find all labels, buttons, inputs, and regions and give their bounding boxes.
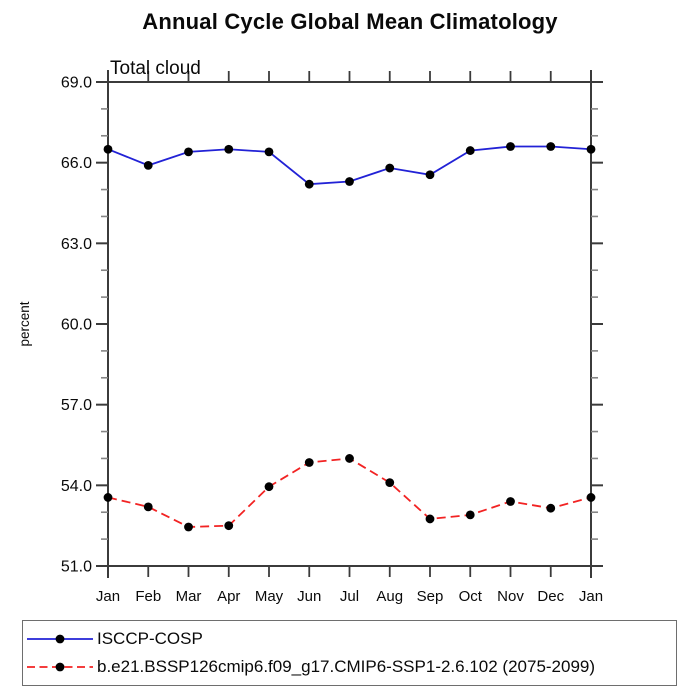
legend-entry-isccp-cosp: ISCCP-COSP — [23, 625, 676, 653]
data-point-marker — [143, 502, 153, 512]
x-axis-tick-label: Oct — [459, 588, 483, 605]
legend-label-observations: ISCCP-COSP — [97, 629, 203, 648]
x-axis-tick-label: Feb — [135, 588, 161, 605]
data-point-marker — [264, 147, 274, 157]
y-axis-tick-label: 63.0 — [61, 236, 92, 253]
data-point-marker — [103, 144, 113, 154]
y-axis-tick-label: 51.0 — [61, 559, 92, 576]
legend-box: ISCCP-COSP b.e21.BSSP126cmip6.f09_g17.CM… — [22, 620, 677, 686]
x-axis-tick-label: Mar — [176, 588, 202, 605]
y-axis-tick-label: 69.0 — [61, 75, 92, 92]
data-point-marker — [184, 522, 193, 532]
data-point-marker — [264, 482, 274, 492]
x-axis-tick-label: Nov — [497, 588, 524, 605]
data-point-marker — [546, 142, 556, 151]
data-point-marker — [103, 493, 113, 502]
data-point-marker — [304, 179, 314, 189]
data-point-marker — [385, 478, 395, 488]
x-axis-tick-label: Jan — [96, 588, 120, 605]
annual-cycle-line-chart: Jan Feb Mar Apr May Jun Jul Aug Sep Oct Nov Dec Jan5… — [17, 58, 603, 605]
legend-label-model: b.e21.BSSP126cmip6.f09_g17.CMIP6-SSP1-2.… — [97, 657, 596, 676]
data-point-marker — [385, 163, 395, 173]
legend-dashed-line-sample-icon — [27, 662, 93, 672]
y-axis-tick-label: 57.0 — [61, 397, 92, 414]
x-axis-tick-label: Sep — [417, 588, 444, 605]
data-point-marker — [425, 170, 435, 180]
chart-title: Annual Cycle Global Mean Climatology — [142, 9, 558, 34]
data-point-marker — [586, 144, 596, 154]
y-axis-title: percent — [17, 301, 32, 346]
y-axis-tick-label: 54.0 — [61, 478, 92, 495]
x-axis-tick-label: Dec — [537, 588, 564, 605]
x-axis-tick-label: Jan — [579, 588, 603, 605]
data-point-marker — [465, 510, 475, 520]
data-point-marker — [224, 521, 234, 531]
x-axis-tick-label: Jul — [340, 588, 359, 605]
data-point-marker — [143, 160, 153, 170]
y-axis-tick-label: 66.0 — [61, 155, 92, 172]
data-point-marker — [345, 454, 354, 463]
data-point-marker — [506, 497, 515, 506]
x-axis-tick-label: May — [255, 588, 284, 605]
x-axis-tick-label: Jun — [297, 588, 321, 605]
data-point-marker — [546, 503, 556, 513]
x-axis-tick-label: Apr — [217, 588, 240, 605]
data-point-marker — [425, 514, 435, 524]
data-point-marker — [465, 146, 475, 155]
data-point-marker — [586, 493, 596, 502]
x-axis-tick-label: Aug — [376, 588, 403, 605]
data-point-marker — [345, 177, 354, 186]
data-point-marker — [304, 458, 314, 467]
data-point-marker — [224, 144, 234, 154]
series-line-dashed — [107, 457, 592, 528]
legend-solid-line-sample-icon — [27, 634, 93, 644]
data-point-marker — [506, 142, 515, 151]
data-point-marker — [184, 147, 193, 157]
chart-subtitle: Total cloud — [110, 58, 201, 79]
legend-entry-model-run: b.e21.BSSP126cmip6.f09_g17.CMIP6-SSP1-2.… — [23, 653, 676, 681]
y-axis-tick-label: 60.0 — [61, 317, 92, 334]
